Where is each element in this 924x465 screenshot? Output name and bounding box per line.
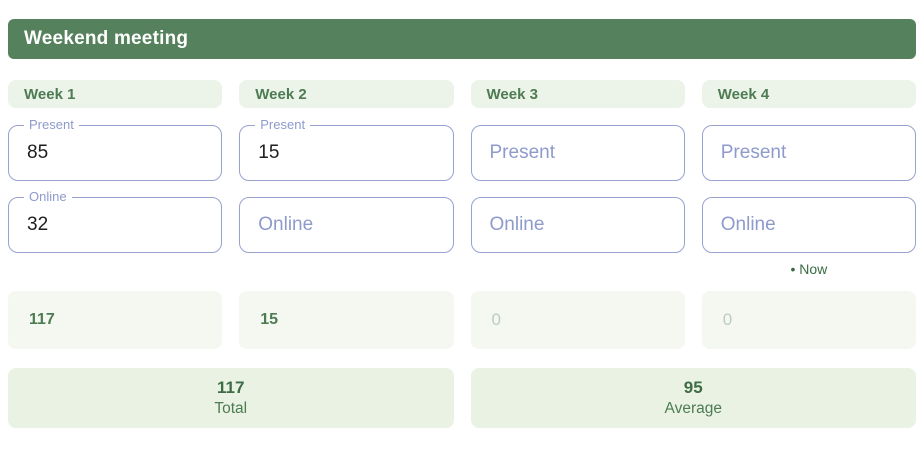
week-4-online-field — [701, 197, 916, 253]
week-1-present-input[interactable] — [9, 126, 222, 180]
average-value: 95 — [683, 378, 703, 398]
week-1-header-label: Week 1 — [24, 85, 76, 103]
week-1-online-input[interactable] — [9, 198, 222, 252]
week-1-online-field: Online — [8, 189, 223, 253]
week-2-header: Week 2 — [239, 80, 454, 108]
week-1-header: Week 1 — [8, 80, 223, 108]
week-3-header: Week 3 — [470, 80, 685, 108]
attendance-form: Weekend meeting Week 1 Week 2 Week 3 Wee… — [0, 19, 924, 428]
total-value: 117 — [217, 378, 245, 398]
week-1-present-field: Present — [8, 117, 223, 181]
summary-row: 117 Total 95 Average — [8, 368, 916, 428]
week-2-header-label: Week 2 — [255, 85, 307, 103]
week-4-online-input[interactable] — [702, 198, 915, 252]
week-3-present-field — [470, 125, 685, 181]
online-fields-row: Online — [8, 189, 916, 253]
week-1-present-field-label: Present — [24, 117, 79, 133]
week-3-total: 0 — [470, 291, 685, 349]
week-2-present-input[interactable] — [240, 126, 453, 180]
present-fields-row: Present Present — [8, 117, 916, 181]
total-label: Total — [214, 399, 248, 417]
week-3-online-input[interactable] — [471, 198, 684, 252]
week-2-online-input[interactable] — [240, 198, 453, 252]
week-4-header-label: Week 4 — [717, 85, 770, 103]
week-4-present-field — [701, 125, 916, 181]
average-card: 95 Average — [470, 368, 916, 428]
week-totals-row: 117 15 0 0 — [8, 291, 916, 349]
week-4-present-input[interactable] — [702, 126, 915, 180]
week-4-total: 0 — [701, 291, 916, 349]
week-headers-row: Week 1 Week 2 Week 3 Week 4 — [8, 80, 916, 108]
week-3-header-label: Week 3 — [486, 85, 538, 103]
week-2-present-field-label: Present — [255, 117, 311, 133]
form-title-bar: Weekend meeting — [8, 19, 916, 59]
week-3-online-field — [470, 197, 685, 253]
total-card: 117 Total — [8, 368, 454, 428]
now-indicator-row: • Now — [8, 259, 916, 279]
week-1-online-field-label: Online — [24, 189, 72, 205]
now-indicator: • Now — [790, 261, 828, 277]
week-4-header: Week 4 — [701, 80, 916, 108]
week-2-present-field: Present — [239, 117, 454, 181]
week-3-present-input[interactable] — [471, 126, 684, 180]
week-1-total: 117 — [8, 291, 223, 349]
week-2-online-field — [239, 197, 454, 253]
form-title: Weekend meeting — [24, 28, 189, 49]
average-label: Average — [664, 399, 722, 417]
week-2-total: 15 — [239, 291, 454, 349]
